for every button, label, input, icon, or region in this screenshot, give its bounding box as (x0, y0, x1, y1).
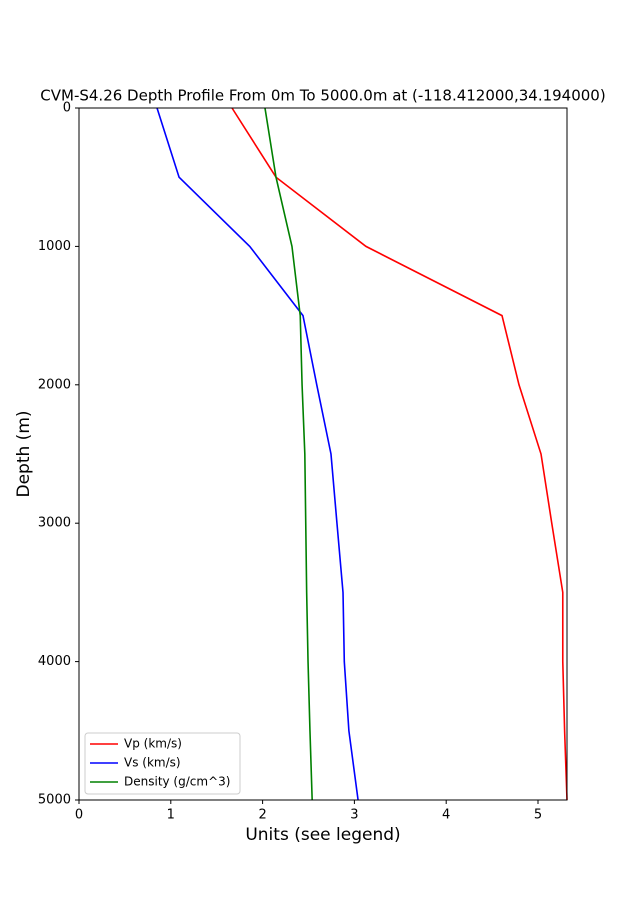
legend-box (84, 732, 241, 795)
x-tick-label: 3 (350, 808, 358, 823)
series-line (264, 107, 313, 801)
y-tick-label: 0 (63, 101, 71, 116)
x-tick-label: 4 (442, 808, 450, 823)
series-line (156, 107, 359, 801)
x-tick-label: 2 (258, 808, 266, 823)
x-axis-label: Units (see legend) (245, 825, 400, 845)
series-line (231, 107, 568, 801)
x-tick-label: 0 (75, 808, 83, 823)
y-axis-label: Depth (m) (14, 410, 34, 497)
legend-label: Density (g/cm^3) (124, 775, 230, 789)
legend-label: Vp (km/s) (124, 737, 182, 751)
x-tick-label: 1 (167, 808, 175, 823)
y-tick-label: 1000 (38, 239, 71, 254)
x-tick-label: 5 (534, 808, 542, 823)
y-tick-label: 2000 (38, 377, 71, 392)
legend-label: Vs (km/s) (124, 756, 181, 770)
plot-frame (78, 107, 568, 801)
y-tick-label: 5000 (38, 793, 71, 808)
y-tick-label: 4000 (38, 654, 71, 669)
chart-title: CVM-S4.26 Depth Profile From 0m To 5000.… (40, 87, 605, 105)
y-tick-label: 3000 (38, 516, 71, 531)
